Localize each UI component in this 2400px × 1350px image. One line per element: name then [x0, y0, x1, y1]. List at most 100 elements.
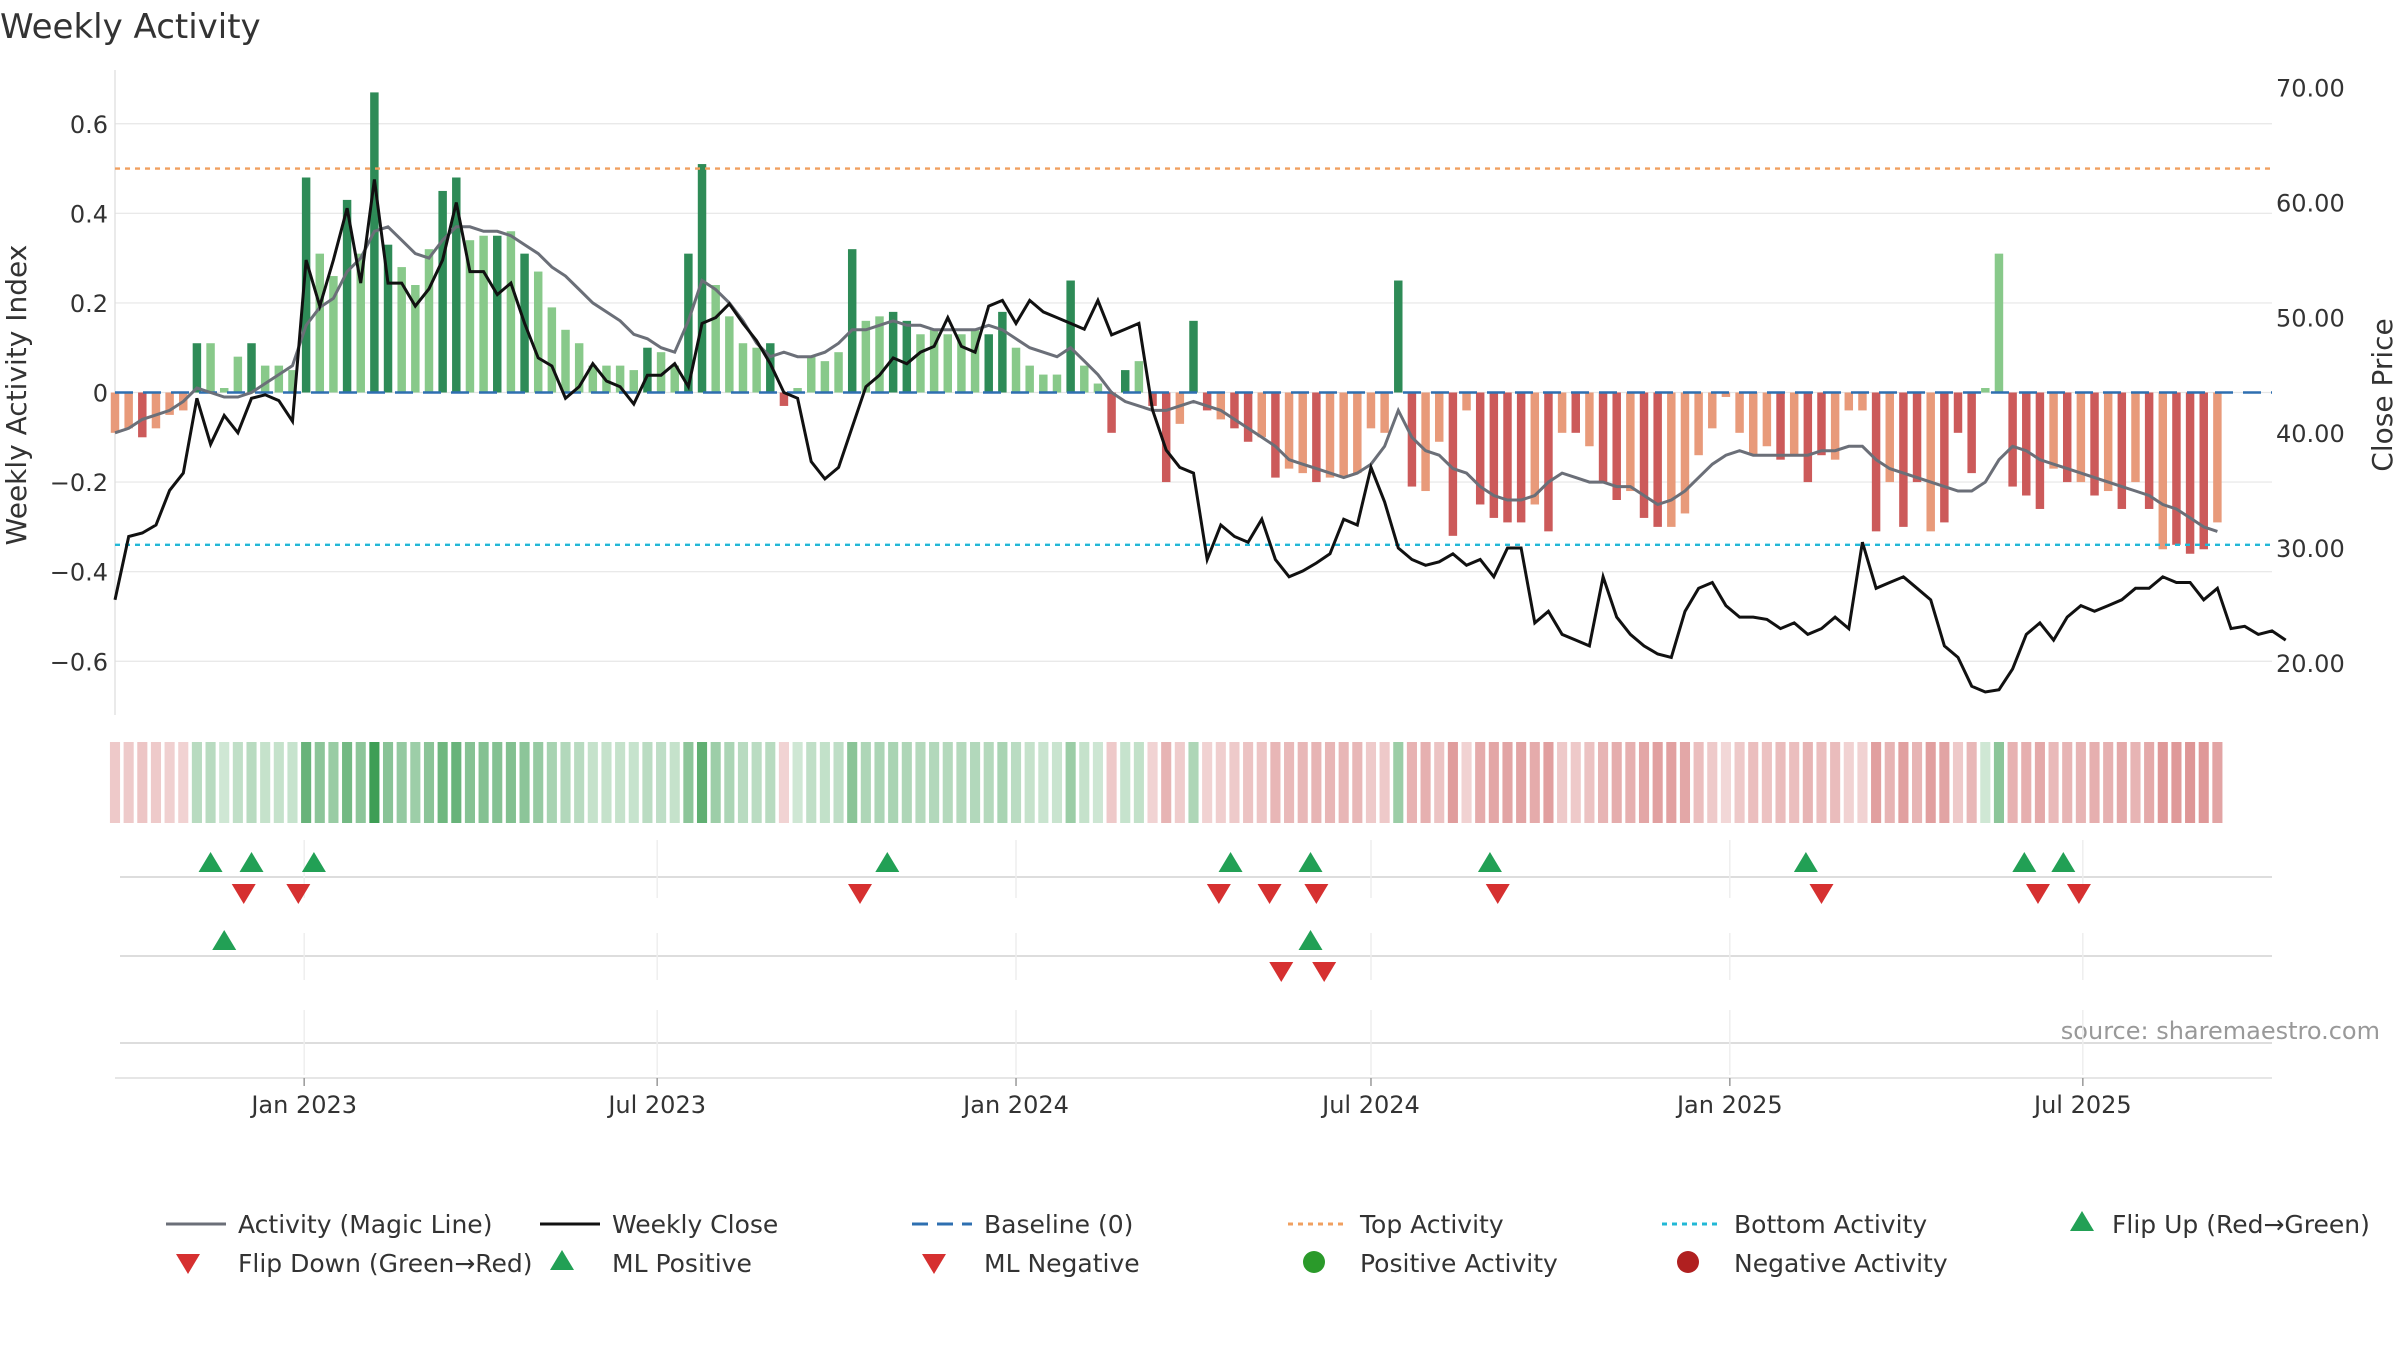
heat-strip-cell: [1256, 742, 1267, 823]
activity-bar: [2213, 392, 2222, 523]
heat-strip-cell: [2157, 742, 2168, 823]
legend-label: ML Positive: [612, 1249, 752, 1278]
heat-strip-cell: [464, 742, 476, 823]
flip-up-marker: [2012, 852, 2037, 872]
flip-up-marker: [875, 852, 900, 872]
activity-bar: [888, 311, 898, 393]
heat-strip-cell: [2075, 742, 2086, 823]
activity-bar: [1257, 392, 1266, 438]
activity-bar: [957, 334, 966, 393]
legend-swatch-down-triangle: [176, 1254, 200, 1274]
legend-item: Flip Up (Red→Green): [2070, 1210, 2370, 1239]
y-tick-label: 0: [93, 380, 108, 408]
heat-strip-cell: [150, 742, 162, 823]
activity-bar: [1571, 392, 1580, 433]
heat-strip-cell: [970, 742, 981, 823]
heat-strip-cell: [1447, 742, 1458, 823]
activity-bar: [1817, 392, 1826, 456]
heat-strip-cell: [696, 742, 708, 823]
activity-bar: [233, 356, 243, 393]
activity-bar: [643, 347, 652, 393]
activity-bar: [588, 365, 598, 393]
activity-bar: [561, 329, 570, 393]
activity-bar: [574, 343, 584, 393]
heat-strip-cell: [1202, 742, 1213, 823]
legend-swatch-down-triangle: [922, 1254, 946, 1274]
activity-bar: [902, 320, 912, 393]
activity-bar: [383, 244, 393, 393]
heat-strip-cell: [369, 742, 380, 823]
heat-strip-cell: [178, 742, 189, 823]
activity-bar: [301, 177, 311, 393]
activity-bar: [2022, 392, 2031, 496]
heat-strip-cell: [587, 742, 598, 823]
activity-bar: [834, 352, 843, 393]
heat-strip-cell: [1338, 742, 1349, 823]
heat-strip-cell: [601, 742, 612, 823]
heat-strip-cell: [1598, 742, 1609, 823]
activity-bar: [998, 311, 1007, 393]
activity-bar: [1475, 392, 1485, 505]
heat-strip-cell: [1420, 742, 1431, 823]
heat-strip-cell: [2034, 742, 2045, 823]
activity-bar: [1066, 280, 1075, 393]
x-tick-label: Jul 2025: [2032, 1091, 2132, 1119]
activity-bar: [2008, 392, 2017, 487]
activity-bar: [1885, 392, 1894, 483]
heat-strip-cell: [997, 742, 1008, 823]
y-axis-label: Weekly Activity Index: [0, 245, 33, 546]
activity-bar: [875, 316, 884, 393]
heat-strip-cell: [164, 742, 175, 823]
activity-bar: [356, 253, 365, 393]
heat-strip-cell: [1925, 742, 1936, 823]
activity-bar: [2131, 392, 2140, 483]
activity-bar: [533, 271, 543, 393]
y2-axis-label: Close Price: [2366, 318, 2399, 471]
heat-strip-cell: [1188, 742, 1199, 823]
heat-strip-cell: [505, 742, 516, 823]
legend-swatch-positive-dot: [1303, 1251, 1325, 1273]
activity-bar: [2117, 392, 2127, 509]
flip-up-marker: [301, 852, 326, 872]
heat-strip-cell: [1352, 742, 1363, 823]
flip-down-marker: [2025, 884, 2050, 904]
heat-strip-cell: [860, 742, 871, 823]
activity-bar: [697, 164, 707, 393]
activity-bar: [1994, 253, 2004, 393]
activity-bar: [916, 334, 925, 393]
heat-strip-cell: [1898, 742, 1909, 823]
heat-strip-cell: [1010, 742, 1022, 823]
flip-down-marker: [1206, 884, 1231, 904]
legend-item: ML Negative: [922, 1249, 1140, 1278]
heat-strip-cell: [1161, 742, 1172, 823]
heat-strip-cell: [1789, 742, 1800, 823]
heat-strip-cell: [260, 742, 271, 823]
x-tick-label: Jul 2023: [606, 1091, 706, 1119]
heat-strip-cell: [1461, 742, 1472, 823]
heat-strip-cell: [574, 742, 585, 823]
activity-bar: [1161, 392, 1171, 483]
activity-bar: [165, 392, 174, 415]
heat-strip-cell: [956, 742, 967, 823]
heat-strip-cell: [1120, 742, 1131, 823]
y2-tick-label: 40.00: [2276, 420, 2345, 448]
activity-bar: [1284, 392, 1294, 469]
activity-bar: [288, 370, 297, 393]
activity-bar: [2185, 392, 2195, 554]
activity-bar: [1489, 392, 1499, 518]
activity-bar: [2035, 392, 2045, 509]
activity-bar: [1912, 392, 1922, 483]
heat-strip-cell: [847, 742, 858, 823]
activity-bar: [219, 388, 229, 393]
heat-strip-cell: [2212, 742, 2223, 823]
activity-bar: [192, 343, 202, 393]
heat-strip-cell: [478, 742, 489, 823]
y2-tick-label: 30.00: [2276, 535, 2345, 563]
flip-up-marker: [1477, 852, 1502, 872]
heat-strip-cell: [1871, 742, 1882, 823]
activity-bar: [711, 285, 720, 393]
heat-strip-cell: [765, 742, 776, 823]
heat-strip-cell: [929, 742, 940, 823]
heat-strip-cell: [1502, 742, 1513, 823]
heat-strip-cell: [137, 742, 148, 823]
